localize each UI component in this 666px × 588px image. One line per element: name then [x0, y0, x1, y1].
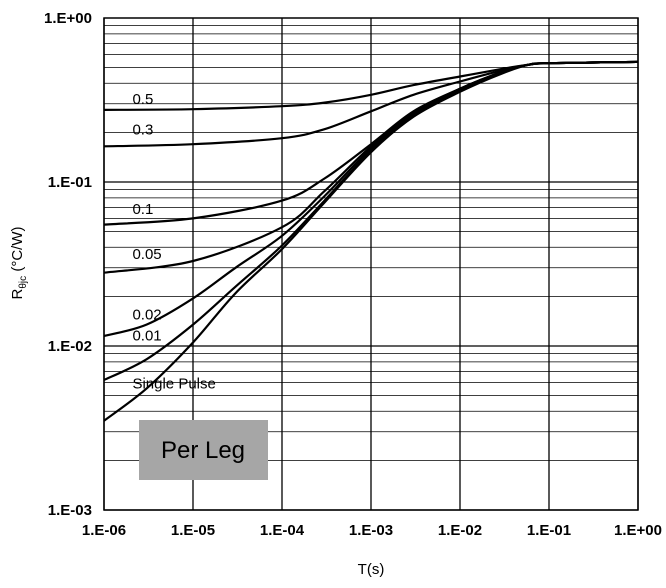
curve-label: 0.02: [132, 307, 161, 324]
x-tick-label: 1.E+00: [614, 522, 662, 539]
plot-frame: [103, 17, 639, 511]
per-leg-label: Per Leg: [161, 437, 245, 464]
curve-labels: 0.5 0.3 0.1 0.05 0.02 0.01 Single Pulse: [132, 91, 215, 393]
curve-label: 0.01: [132, 328, 161, 345]
curve-label: 0.3: [132, 121, 153, 138]
per-leg-box: Per Leg: [139, 420, 268, 480]
curves: [103, 60, 639, 422]
curve-single-pulse: [103, 60, 639, 422]
curve-label: 0.05: [132, 246, 161, 263]
x-tick-label: 1.E-02: [438, 522, 482, 539]
grid: [103, 18, 639, 511]
y-tick-label: 1.E-01: [48, 174, 92, 191]
y-tick-label: 1.E-02: [48, 338, 92, 355]
x-tick-label: 1.E-04: [260, 522, 305, 539]
curve-label: 0.5: [132, 91, 153, 108]
x-tick-labels: 1.E-06 1.E-05 1.E-04 1.E-03 1.E-02 1.E-01 1.E+…: [82, 522, 662, 539]
x-tick-label: 1.E-05: [171, 522, 215, 539]
y-axis-title-main: R: [9, 288, 26, 299]
y-axis-title-subscript: θjc: [18, 276, 29, 289]
per-leg-box-bg: [139, 420, 268, 480]
y-tick-labels: 1.E+00 1.E-01 1.E-02 1.E-03: [44, 10, 92, 519]
curve-label: 0.1: [132, 201, 153, 218]
x-tick-label: 1.E-03: [349, 522, 393, 539]
curve-label: Single Pulse: [132, 376, 215, 393]
y-axis-title: Rθjc (°C/W): [9, 227, 29, 300]
x-tick-label: 1.E-01: [527, 522, 571, 539]
x-tick-label: 1.E-06: [82, 522, 126, 539]
x-axis-title: T(s): [358, 561, 385, 578]
y-axis-title-unit: (°C/W): [9, 227, 26, 276]
y-tick-label: 1.E-03: [48, 502, 92, 519]
y-tick-label: 1.E+00: [44, 10, 92, 27]
